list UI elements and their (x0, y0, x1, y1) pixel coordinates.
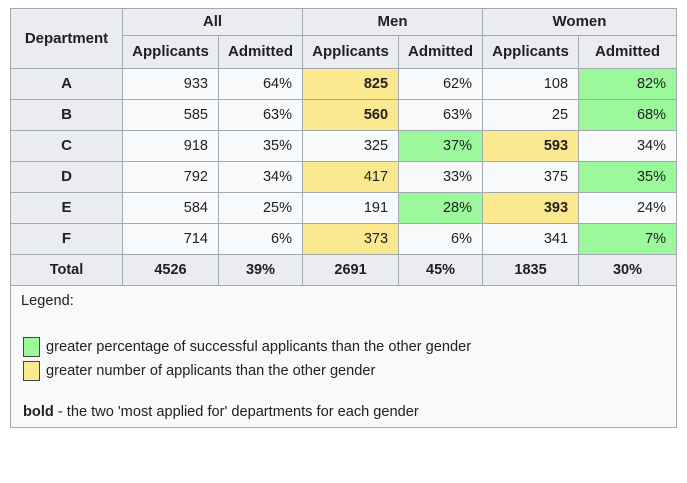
header-men-admitted: Admitted (398, 35, 484, 69)
cell-women-admitted: 82% (578, 68, 677, 100)
cell-all-applicants: 933 (122, 68, 219, 100)
cell-men-applicants: 825 (302, 68, 400, 100)
yellow-swatch-icon (23, 361, 40, 381)
cell-all-applicants: 585 (122, 99, 219, 131)
cell-department: F (10, 223, 123, 255)
legend-title: Legend: (21, 293, 74, 309)
table-row-dept-a: A 933 64% 825 62% 108 82% (10, 68, 677, 100)
cell-all-applicants: 792 (122, 161, 219, 193)
legend-item-green: greater percentage of successful applica… (23, 336, 666, 358)
legend-bold-term: bold (23, 404, 54, 420)
cell-total-label: Total (10, 254, 123, 286)
cell-women-applicants: 375 (482, 161, 580, 193)
cell-all-admitted: 34% (217, 161, 304, 193)
table-row-dept-b: B 585 63% 560 63% 25 68% (10, 99, 677, 131)
header-department: Department (10, 8, 123, 69)
header-women-admitted: Admitted (578, 35, 677, 69)
legend-item-text: greater number of applicants than the ot… (46, 363, 376, 379)
table-row-dept-e: E 584 25% 191 28% 393 24% (10, 192, 677, 224)
cell-total-all-applicants: 4526 (122, 254, 219, 286)
cell-all-admitted: 64% (217, 68, 304, 100)
cell-men-applicants: 325 (302, 130, 400, 162)
table-row-total: Total 4526 39% 2691 45% 1835 30% (10, 254, 677, 286)
cell-men-applicants: 373 (302, 223, 400, 255)
header-women-applicants: Applicants (482, 35, 580, 69)
cell-women-admitted: 24% (578, 192, 677, 224)
cell-all-applicants: 918 (122, 130, 219, 162)
cell-women-applicants: 341 (482, 223, 580, 255)
cell-total-women-applicants: 1835 (482, 254, 580, 286)
cell-women-admitted: 34% (578, 130, 677, 162)
cell-women-admitted: 68% (578, 99, 677, 131)
cell-women-admitted: 35% (578, 161, 677, 193)
header-row-subheaders: Applicants Admitted Applicants Admitted … (11, 35, 677, 69)
header-row-groups: Department All Men Women (10, 8, 677, 69)
legend-bold-note: bold - the two 'most applied for' depart… (23, 401, 666, 423)
cell-total-women-admitted: 30% (578, 254, 677, 286)
cell-women-applicants: 25 (482, 99, 580, 131)
admissions-table: Department All Men Women Applicants Admi… (10, 8, 677, 428)
cell-all-admitted: 35% (217, 130, 304, 162)
cell-men-admitted: 63% (398, 99, 484, 131)
cell-men-applicants: 191 (302, 192, 400, 224)
cell-department: C (10, 130, 123, 162)
cell-department: D (10, 161, 123, 193)
cell-all-admitted: 6% (217, 223, 304, 255)
cell-men-admitted: 33% (398, 161, 484, 193)
cell-women-applicants: 108 (482, 68, 580, 100)
cell-department: B (10, 99, 123, 131)
cell-total-men-admitted: 45% (398, 254, 484, 286)
cell-men-admitted: 37% (398, 130, 484, 162)
cell-women-applicants: 593 (482, 130, 580, 162)
cell-department: E (10, 192, 123, 224)
legend-container: Legend: greater percentage of successful… (10, 285, 677, 428)
legend-item-text: greater percentage of successful applica… (46, 339, 472, 355)
table-row-dept-f: F 714 6% 373 6% 341 7% (10, 223, 677, 255)
cell-department: A (10, 68, 123, 100)
cell-total-men-applicants: 2691 (302, 254, 400, 286)
cell-all-applicants: 584 (122, 192, 219, 224)
cell-men-admitted: 28% (398, 192, 484, 224)
cell-men-applicants: 560 (302, 99, 400, 131)
cell-men-admitted: 62% (398, 68, 484, 100)
header-group-men: Men (302, 8, 484, 36)
header-men-applicants: Applicants (302, 35, 400, 69)
header-all-admitted: Admitted (217, 35, 304, 69)
cell-total-all-admitted: 39% (217, 254, 304, 286)
green-swatch-icon (23, 337, 40, 357)
legend-item-yellow: greater number of applicants than the ot… (23, 360, 666, 382)
cell-men-admitted: 6% (398, 223, 484, 255)
table-row-dept-d: D 792 34% 417 33% 375 35% (10, 161, 677, 193)
cell-women-admitted: 7% (578, 223, 677, 255)
cell-all-admitted: 63% (217, 99, 304, 131)
table-row-dept-c: C 918 35% 325 37% 593 34% (10, 130, 677, 162)
cell-women-applicants: 393 (482, 192, 580, 224)
header-group-all: All (121, 8, 304, 36)
cell-all-admitted: 25% (217, 192, 304, 224)
legend-row: Legend: greater percentage of successful… (10, 285, 677, 428)
header-all-applicants: Applicants (122, 35, 219, 69)
cell-all-applicants: 714 (122, 223, 219, 255)
header-group-women: Women (482, 8, 677, 36)
cell-men-applicants: 417 (302, 161, 400, 193)
legend-bold-text: - the two 'most applied for' departments… (53, 404, 419, 420)
